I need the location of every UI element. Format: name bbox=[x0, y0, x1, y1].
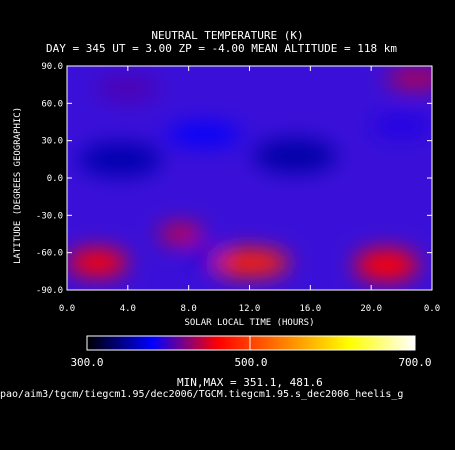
y-tick-label: -60.0 bbox=[36, 249, 63, 259]
y-axis-label: LATITUDE (DEGREES GEOGRAPHIC) bbox=[13, 106, 23, 264]
y-tick-label: 60.0 bbox=[41, 99, 63, 109]
x-tick-label: 16.0 bbox=[299, 304, 321, 314]
file-path: pao/aim3/tgcm/tiegcm1.95/dec2006/TGCM.ti… bbox=[0, 389, 404, 400]
heatmap-feature bbox=[354, 249, 419, 282]
heatmap-feature bbox=[165, 123, 242, 146]
heatmap-feature bbox=[187, 245, 220, 266]
colorbar-tick-label: 300.0 bbox=[70, 356, 103, 369]
y-tick-label: 30.0 bbox=[41, 137, 63, 147]
heatmap-feature bbox=[95, 76, 160, 101]
heatmap-feature bbox=[67, 248, 128, 277]
x-tick-label: 0.0 bbox=[424, 304, 440, 314]
heatmap-feature bbox=[371, 114, 432, 137]
x-axis-label: SOLAR LOCAL TIME (HOURS) bbox=[184, 318, 315, 328]
chart-title: NEUTRAL TEMPERATURE (K) bbox=[151, 29, 304, 42]
colorbar-tick-label: 700.0 bbox=[398, 356, 431, 369]
colorbar-tick-label: 500.0 bbox=[234, 356, 267, 369]
x-tick-label: 20.0 bbox=[360, 304, 382, 314]
min-max-readout: MIN,MAX = 351.1, 481.6 bbox=[177, 376, 323, 389]
x-tick-label: 4.0 bbox=[120, 304, 136, 314]
heatmap-feature bbox=[253, 138, 338, 173]
x-tick-label: 12.0 bbox=[239, 304, 261, 314]
colorbar bbox=[86, 335, 416, 351]
x-tick-label: 8.0 bbox=[181, 304, 197, 314]
x-tick-label: 0.0 bbox=[59, 304, 75, 314]
heatmap-feature bbox=[386, 68, 432, 89]
y-tick-label: -30.0 bbox=[36, 211, 63, 221]
y-tick-label: 90.0 bbox=[41, 62, 63, 72]
chart-subtitle: DAY = 345 UT = 3.00 ZP = -4.00 MEAN ALTI… bbox=[46, 42, 397, 55]
heatmap-feature bbox=[78, 142, 163, 177]
y-tick-label: -90.0 bbox=[36, 286, 63, 296]
heatmap-feature bbox=[209, 248, 290, 277]
y-tick-label: 0.0 bbox=[47, 174, 63, 184]
heatmap-feature bbox=[159, 225, 204, 243]
